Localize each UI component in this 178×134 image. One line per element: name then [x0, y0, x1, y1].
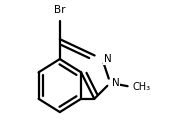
Text: N: N: [112, 78, 119, 88]
Text: Br: Br: [54, 5, 66, 15]
Text: N: N: [104, 54, 111, 64]
Text: CH₃: CH₃: [133, 82, 151, 92]
